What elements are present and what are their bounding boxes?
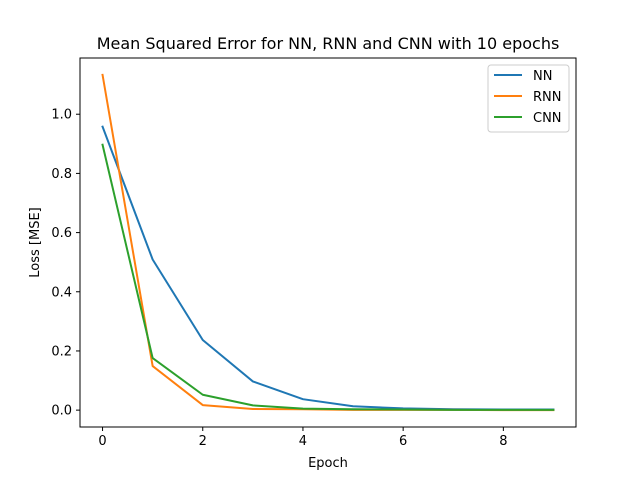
- y-tick-label: 0.8: [51, 167, 72, 182]
- legend-label-cnn: CNN: [533, 111, 562, 126]
- y-tick-label: 0.2: [51, 344, 72, 359]
- legend: NN RNN CNN: [487, 64, 570, 133]
- series-lines: [101, 73, 555, 412]
- y-axis-ticks: 0.0 0.2 0.4 0.6 0.8 1.0: [51, 108, 80, 419]
- legend-label-rnn: RNN: [533, 90, 561, 105]
- legend-box: [487, 64, 570, 133]
- chart-title: Mean Squared Error for NN, RNN and CNN w…: [97, 34, 560, 53]
- x-tick-label: 4: [299, 434, 307, 449]
- x-axis-ticks: 0 2 4 6 8: [98, 427, 507, 449]
- x-tick-label: 0: [98, 434, 106, 449]
- series-line-cnn: [101, 143, 555, 411]
- legend-label-nn: NN: [533, 69, 552, 84]
- y-tick-label: 0.0: [51, 404, 72, 419]
- y-tick-label: 0.4: [51, 285, 72, 300]
- x-axis-label: Epoch: [308, 456, 348, 471]
- plot-frame: [79, 57, 577, 428]
- legend-entries: NN RNN CNN: [494, 69, 562, 126]
- y-tick-label: 1.0: [51, 108, 72, 123]
- y-tick-label: 0.6: [51, 226, 72, 241]
- y-axis-label: Loss [MSE]: [28, 207, 43, 277]
- x-tick-label: 2: [199, 434, 207, 449]
- x-tick-label: 8: [499, 434, 507, 449]
- x-tick-label: 6: [399, 434, 407, 449]
